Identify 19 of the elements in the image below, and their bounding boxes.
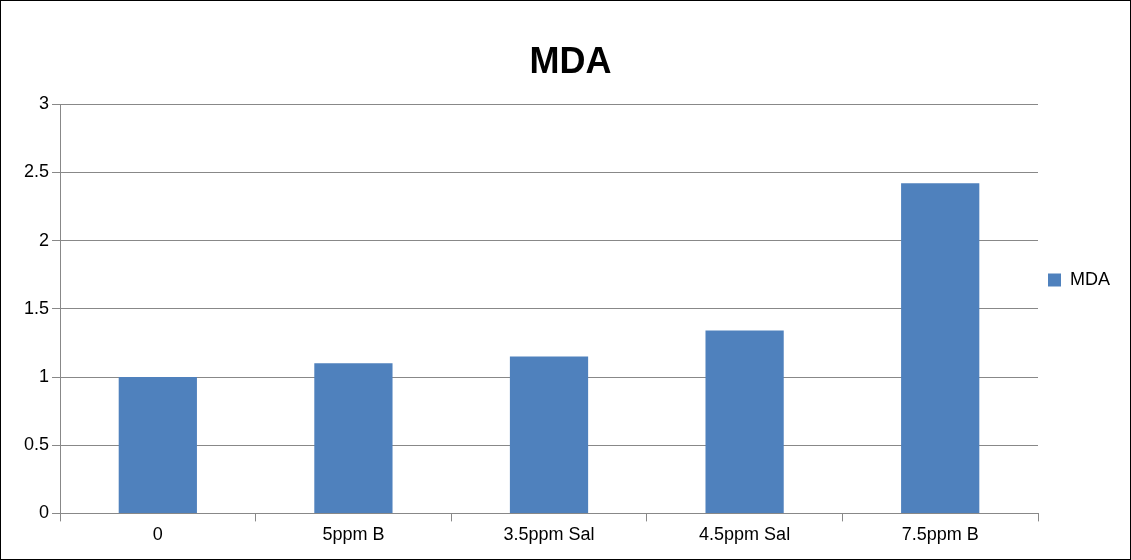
bar	[901, 183, 980, 513]
chart-title: MDA	[529, 39, 612, 81]
y-tick-label: 2.5	[23, 161, 50, 182]
x-tick-label: 4.5ppm Sal	[699, 524, 791, 545]
legend-label: MDA	[1070, 268, 1110, 289]
y-tick-label: 1	[39, 365, 50, 386]
x-tick-label: 7.5ppm B	[901, 524, 979, 545]
bar	[509, 356, 589, 513]
bar	[705, 330, 784, 513]
x-tick-label: 3.5ppm Sal	[503, 524, 595, 545]
y-tick-label: 1.5	[23, 297, 50, 318]
y-tick-label: 2	[39, 229, 50, 250]
y-tick-label: 3	[39, 93, 50, 114]
y-tick-label: 0.5	[23, 434, 50, 455]
x-tick-label: 0	[152, 524, 163, 545]
x-tick-label: 5ppm B	[322, 524, 385, 545]
bar	[314, 363, 393, 513]
bar	[118, 377, 197, 513]
y-tick-label: 0	[39, 502, 50, 523]
